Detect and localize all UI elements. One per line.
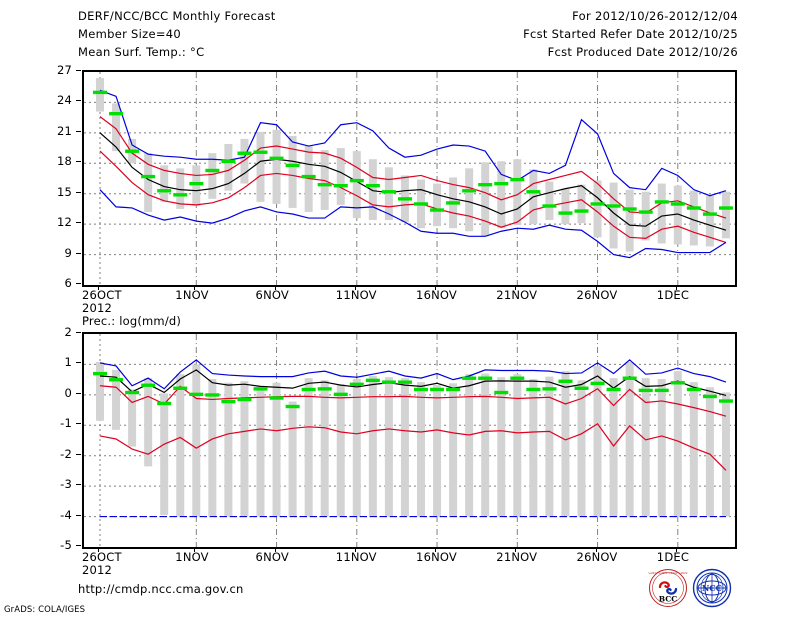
x-axis-label: 21NOV bbox=[496, 550, 538, 564]
series-lower_quartile bbox=[99, 150, 727, 243]
y-axis-tick bbox=[76, 70, 81, 71]
median-dashes bbox=[93, 90, 733, 216]
x-axis-label: 21NOV bbox=[496, 288, 538, 302]
x-axis-label: 26OCT bbox=[82, 288, 122, 302]
series-upper_quartile bbox=[99, 385, 727, 417]
y-axis-tick bbox=[76, 161, 81, 163]
y-axis-tick bbox=[76, 362, 81, 364]
x-axis-tick bbox=[515, 285, 517, 290]
x-axis-label: 26NOV bbox=[576, 550, 618, 564]
fcst-produced-label: Fcst Produced Date 2012/10/26 bbox=[547, 45, 738, 59]
y-axis-label: 12 bbox=[56, 215, 72, 230]
x-axis-tick bbox=[274, 285, 276, 290]
temperature-svg bbox=[84, 72, 735, 285]
x-axis-label: 16NOV bbox=[416, 288, 457, 302]
y-axis-tick bbox=[76, 100, 81, 102]
y-axis-label: 24 bbox=[56, 93, 72, 108]
x-axis-tick bbox=[98, 285, 99, 290]
y-axis-label: 27 bbox=[56, 63, 72, 77]
x-axis-tick bbox=[435, 547, 437, 552]
grads-credit: GrADS: COLA/IGES bbox=[4, 605, 86, 615]
ncc-logo-icon: NCC bbox=[692, 568, 732, 608]
bcc-logo-icon: BCC \u2022 \u2022 \u2022 \u2022 bbox=[648, 568, 688, 608]
x-axis-tick bbox=[435, 285, 437, 290]
x-axis-label: 11NOV bbox=[335, 550, 377, 564]
series-max bbox=[99, 89, 727, 197]
fcst-started-label: Fcst Started Refer Date 2012/10/25 bbox=[523, 27, 738, 41]
x-axis-tick bbox=[515, 547, 517, 552]
precipitation-axis-title: Prec.: log(mm/d) bbox=[82, 314, 182, 328]
y-axis-tick bbox=[76, 191, 81, 193]
x-axis-tick bbox=[98, 547, 99, 552]
x-axis-label: 26NOV bbox=[576, 288, 618, 302]
y-axis-label: -4 bbox=[60, 507, 72, 522]
svg-text:BCC: BCC bbox=[659, 595, 677, 604]
y-axis-tick bbox=[76, 545, 81, 546]
y-axis-label: 0 bbox=[64, 385, 72, 400]
x-axis-tick bbox=[675, 285, 677, 290]
x-axis-tick bbox=[675, 547, 677, 552]
y-axis-tick bbox=[76, 283, 81, 284]
series-ensemble_mean bbox=[99, 132, 727, 231]
x-axis-tick bbox=[595, 547, 597, 552]
y-axis-tick bbox=[76, 423, 81, 425]
precipitation-svg bbox=[84, 334, 735, 547]
variable-label: Mean Surf. Temp.: °C bbox=[78, 45, 205, 59]
y-axis-label: 21 bbox=[56, 123, 72, 138]
y-axis-tick bbox=[76, 130, 81, 132]
x-axis-label: 1DEC bbox=[656, 550, 690, 564]
y-axis-label: 1 bbox=[64, 355, 72, 370]
series-min bbox=[99, 189, 727, 259]
x-axis-tick bbox=[194, 285, 196, 290]
x-axis-label: 6NOV bbox=[255, 550, 289, 564]
y-axis-tick bbox=[76, 222, 81, 224]
y-axis-tick bbox=[76, 332, 81, 333]
y-axis-tick bbox=[76, 514, 81, 516]
forecast-range-label: For 2012/10/26-2012/12/04 bbox=[572, 9, 738, 23]
x-axis-label: 1NOV bbox=[175, 288, 209, 302]
svg-text:NCC: NCC bbox=[702, 583, 722, 593]
series-upper_quartile bbox=[99, 116, 727, 219]
x-axis-tick bbox=[194, 547, 196, 552]
ensemble-spread-bars bbox=[96, 361, 730, 517]
y-axis-label: -3 bbox=[60, 477, 72, 492]
x-axis-tick bbox=[354, 547, 356, 552]
y-axis-tick bbox=[76, 453, 81, 455]
precipitation-plot-area bbox=[82, 332, 737, 549]
y-axis-label: 6 bbox=[64, 276, 72, 290]
series-ensemble_mean bbox=[99, 369, 727, 397]
series-max bbox=[99, 359, 727, 390]
y-axis-label: 9 bbox=[64, 245, 72, 260]
x-axis-label: 6NOV bbox=[255, 288, 289, 302]
x-axis-year-label: 2012 bbox=[82, 301, 113, 315]
median-dashes bbox=[93, 371, 733, 409]
y-axis-label: -5 bbox=[60, 538, 72, 552]
svg-text:\u2022 \u2022 \u2022 \u2022: \u2022 \u2022 \u2022 \u2022 bbox=[649, 571, 688, 575]
horizontal-gridlines bbox=[84, 363, 735, 518]
y-axis-label: -1 bbox=[60, 416, 72, 431]
page-title: DERF/NCC/BCC Monthly Forecast bbox=[78, 9, 276, 23]
x-axis-label: 26OCT bbox=[82, 550, 122, 564]
website-url[interactable]: http://cmdp.ncc.cma.gov.cn bbox=[78, 582, 244, 596]
temperature-plot-area bbox=[82, 70, 737, 287]
x-axis-year-label: 2012 bbox=[82, 563, 113, 577]
y-axis-label: 18 bbox=[56, 154, 72, 169]
member-size-label: Member Size=40 bbox=[78, 27, 182, 41]
y-axis-tick bbox=[76, 252, 81, 254]
x-axis-tick bbox=[595, 285, 597, 290]
x-axis-label: 11NOV bbox=[335, 288, 377, 302]
x-axis-tick bbox=[274, 547, 276, 552]
y-axis-tick bbox=[76, 484, 81, 486]
y-axis-tick bbox=[76, 392, 81, 394]
x-axis-label: 1DEC bbox=[656, 288, 690, 302]
x-axis-label: 16NOV bbox=[416, 550, 457, 564]
x-axis-label: 1NOV bbox=[175, 550, 209, 564]
y-axis-label: 2 bbox=[64, 325, 72, 339]
series-lower_quartile bbox=[99, 422, 727, 471]
y-axis-label: 15 bbox=[56, 184, 72, 199]
x-axis-tick bbox=[354, 285, 356, 290]
y-axis-label: -2 bbox=[60, 446, 72, 461]
